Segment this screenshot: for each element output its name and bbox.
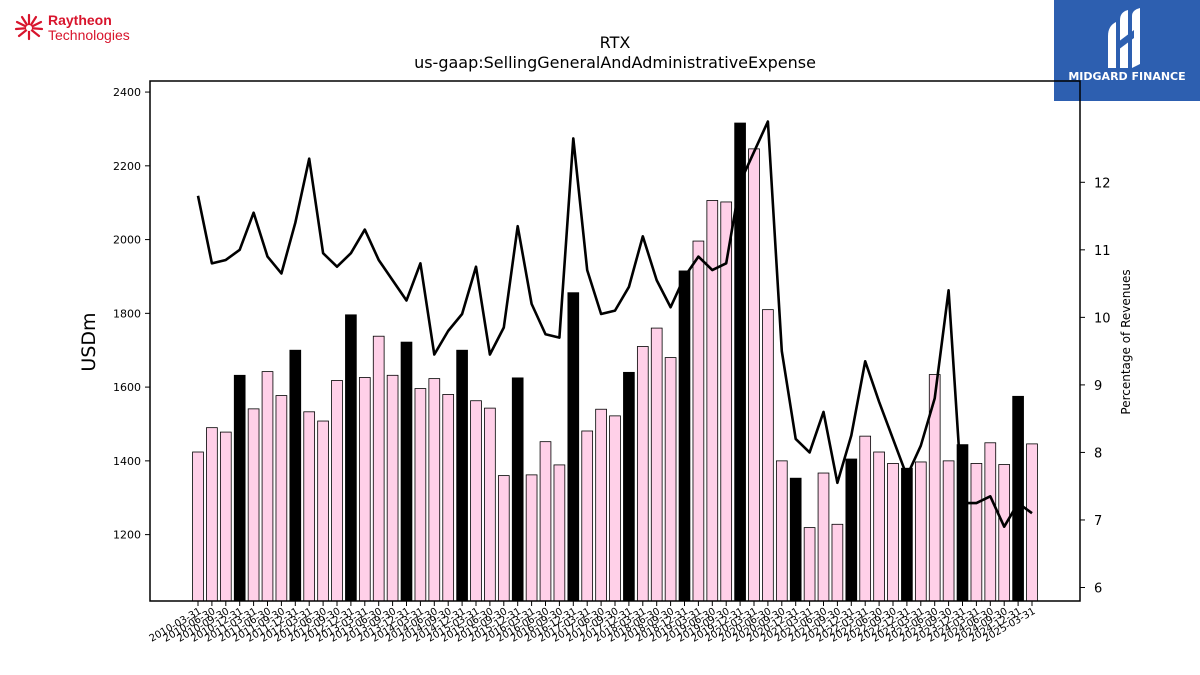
bar — [748, 148, 760, 602]
bar — [497, 475, 510, 602]
bar — [942, 460, 955, 602]
bar — [470, 400, 482, 602]
bar — [372, 335, 385, 602]
bar — [831, 523, 844, 602]
y2-axis: 6 7 8 9 10 11 12 — [1080, 176, 1111, 596]
bar — [1026, 443, 1038, 602]
raytheon-burst-icon — [14, 13, 44, 41]
bar — [345, 314, 357, 602]
bar — [956, 444, 969, 602]
bar — [233, 374, 246, 602]
bar — [845, 458, 858, 602]
bar — [247, 408, 260, 602]
bar — [275, 395, 288, 602]
y-tick-label: 2200 — [113, 160, 141, 173]
x-axis: 2010-03-312010-06-302010-09-302010-12-31… — [148, 601, 1038, 645]
bar — [567, 292, 580, 602]
y-tick-label: 1800 — [113, 307, 141, 320]
y-tick-label: 2000 — [113, 234, 141, 247]
bar — [706, 200, 719, 602]
bar — [400, 341, 413, 602]
bar — [303, 411, 316, 602]
bar — [358, 377, 371, 602]
midgard-logo-icon — [1108, 8, 1140, 68]
bar — [456, 349, 468, 602]
bar-series — [192, 122, 1038, 602]
y2-tick-label: 9 — [1094, 379, 1102, 394]
bar — [664, 357, 677, 602]
bar — [970, 463, 983, 602]
raytheon-logo: Raytheon Technologies — [14, 12, 154, 46]
bar — [553, 464, 566, 602]
bar — [775, 460, 788, 602]
bar — [289, 349, 302, 602]
y-tick-label: 1400 — [113, 455, 141, 468]
company-name: Raytheon — [48, 12, 112, 28]
percentage-line — [196, 120, 1033, 529]
bar — [331, 380, 343, 602]
y2-tick-label: 11 — [1094, 244, 1111, 259]
y2-tick-label: 12 — [1094, 176, 1111, 191]
bar — [734, 122, 746, 602]
chart-subtitle: us-gaap:SellingGeneralAndAdministrativeE… — [414, 53, 816, 72]
y2-tick-label: 6 — [1094, 581, 1102, 596]
bar — [873, 451, 885, 602]
y2-tick-label: 8 — [1094, 446, 1102, 461]
bar — [859, 435, 872, 602]
y-axis: 1200 1400 1600 1800 2000 2200 2400 — [113, 86, 150, 542]
y2-tick-label: 7 — [1094, 514, 1102, 529]
bar — [414, 388, 427, 602]
bar — [219, 431, 232, 602]
bar — [206, 427, 218, 602]
watermark-text: MIDGARD FINANCE — [1068, 70, 1186, 83]
bar — [511, 377, 524, 602]
bar — [623, 371, 635, 602]
y-tick-label: 1200 — [113, 529, 141, 542]
bar — [484, 407, 496, 602]
bar — [1012, 395, 1024, 602]
bar — [525, 474, 538, 602]
bar — [998, 464, 1011, 602]
bar — [317, 420, 329, 602]
y-tick-label: 1600 — [113, 381, 141, 394]
midgard-finance-watermark: MIDGARD FINANCE — [1054, 0, 1200, 101]
bar — [678, 270, 691, 602]
bar — [609, 415, 621, 602]
chart-title: RTX — [600, 33, 631, 52]
bar — [901, 467, 913, 602]
bar — [692, 240, 705, 602]
y2-tick-label: 10 — [1094, 311, 1111, 326]
bar — [650, 327, 663, 602]
line-series — [196, 120, 1033, 529]
bar — [539, 441, 552, 602]
bar — [636, 346, 649, 602]
y-tick-label: 2400 — [113, 86, 141, 99]
bar — [386, 374, 399, 602]
y2-axis-label: Percentage of Revenues — [1119, 269, 1133, 414]
bar — [581, 430, 594, 602]
bar — [803, 527, 816, 602]
bar — [192, 451, 204, 602]
bar — [887, 463, 899, 602]
bar — [914, 461, 927, 602]
bar — [789, 477, 802, 602]
bar — [261, 371, 274, 602]
bar — [595, 408, 607, 602]
bar — [442, 394, 455, 602]
y-axis-label: USDm — [78, 312, 100, 371]
bar — [762, 309, 774, 602]
bar — [817, 472, 830, 602]
bar — [984, 442, 997, 602]
bar — [428, 378, 441, 602]
company-name-line2: Technologies — [48, 27, 130, 43]
